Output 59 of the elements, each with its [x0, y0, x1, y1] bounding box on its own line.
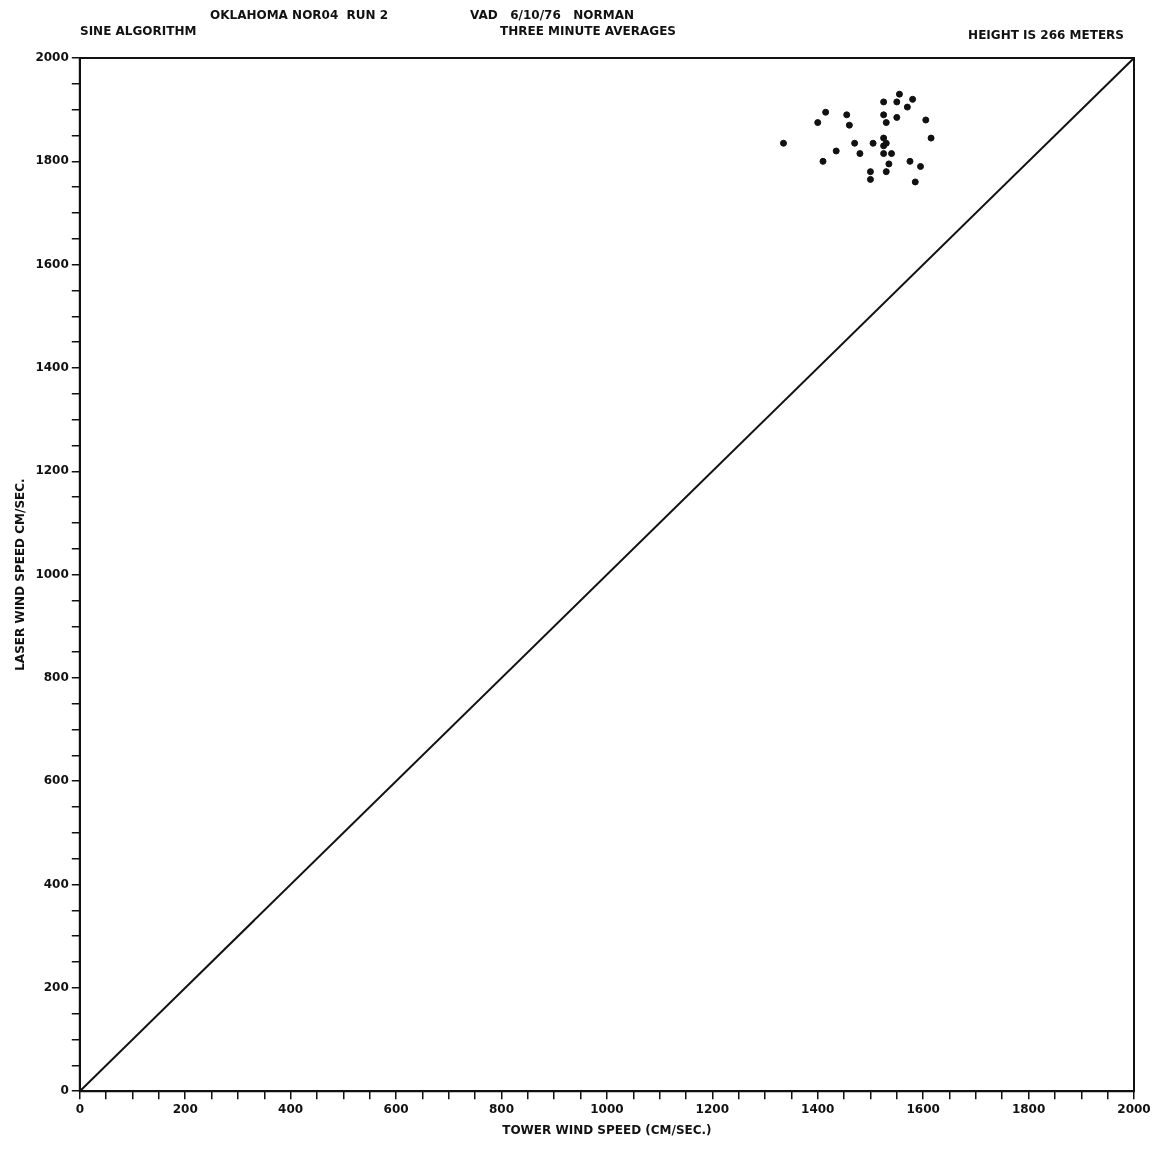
y-tick-label: 1400 — [35, 360, 69, 375]
point — [893, 98, 901, 106]
x-tick-label: 1000 — [590, 1101, 624, 1116]
point — [909, 95, 917, 103]
x-tick-label: 1200 — [695, 1101, 730, 1116]
point — [888, 150, 896, 158]
point — [917, 162, 925, 170]
point — [880, 150, 888, 158]
point — [927, 134, 935, 142]
y-tick-label: 1600 — [35, 256, 69, 271]
y-tick-label: 1800 — [35, 153, 69, 168]
point — [911, 178, 919, 186]
y-tick-label: 2000 — [35, 50, 69, 65]
point — [851, 139, 859, 147]
y-tick-label: 600 — [43, 773, 69, 788]
chart-title: OKLAHOMA NOR04 RUN 2 — [210, 8, 389, 22]
point — [814, 119, 822, 127]
y-axis-title: LASER WIND SPEED CM/SEC. — [13, 478, 28, 671]
point — [895, 90, 903, 98]
x-tick-label: 1800 — [1011, 1101, 1046, 1116]
point — [906, 157, 914, 165]
point — [880, 134, 888, 142]
x-tick-label: 2000 — [1117, 1101, 1151, 1116]
point — [779, 139, 787, 147]
point — [882, 119, 890, 127]
x-tick-label: 0 — [75, 1101, 84, 1116]
text: SINE ALGORITHM — [80, 24, 197, 38]
point — [866, 168, 874, 176]
y-tick-label: 200 — [43, 980, 69, 995]
x-tick-label: 200 — [172, 1101, 198, 1116]
y-tick-label: 800 — [43, 670, 69, 685]
y-tick-label: 1000 — [35, 566, 69, 581]
x-tick-label: 800 — [488, 1101, 515, 1116]
y-tick-label: 1200 — [35, 463, 69, 478]
chart-subtitle: THREE MINUTE AVERAGES — [500, 24, 676, 38]
x-tick-label: 400 — [278, 1101, 304, 1116]
x-tick-label: 1400 — [801, 1101, 835, 1116]
point — [903, 103, 911, 111]
point — [922, 116, 930, 124]
point — [845, 121, 853, 129]
point — [880, 111, 888, 119]
point — [843, 111, 851, 119]
point — [822, 108, 830, 116]
x-axis-title: TOWER WIND SPEED (CM/SEC.) — [502, 1122, 712, 1137]
x-tick-label: 600 — [383, 1101, 409, 1116]
point — [866, 175, 874, 183]
y-tick-label: 0 — [60, 1083, 69, 1098]
point — [893, 113, 901, 121]
text: VAD 6/10/76 NORMAN — [470, 8, 635, 22]
point — [885, 160, 893, 168]
point — [819, 157, 827, 165]
point — [856, 150, 864, 158]
y-tick-label: 400 — [43, 876, 69, 891]
x-tick-label: 1600 — [906, 1101, 940, 1116]
point — [869, 139, 877, 147]
point — [832, 147, 840, 155]
text: HEIGHT IS 266 METERS — [968, 28, 1124, 42]
point — [882, 168, 890, 176]
point — [880, 98, 888, 106]
